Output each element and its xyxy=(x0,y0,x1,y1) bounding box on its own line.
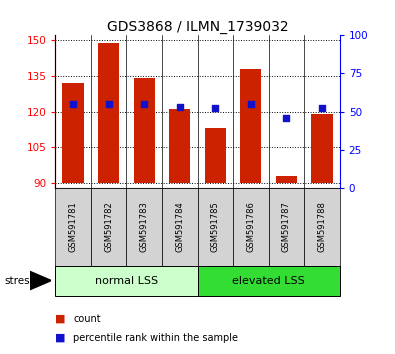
Text: GSM591781: GSM591781 xyxy=(69,201,77,252)
Bar xyxy=(169,109,190,183)
Text: percentile rank within the sample: percentile rank within the sample xyxy=(73,333,238,343)
Text: ■: ■ xyxy=(55,314,66,324)
Text: GSM591784: GSM591784 xyxy=(175,201,184,252)
Text: GSM591783: GSM591783 xyxy=(140,201,149,252)
Text: stress: stress xyxy=(4,275,35,286)
Point xyxy=(141,101,147,107)
Bar xyxy=(233,188,269,266)
Text: elevated LSS: elevated LSS xyxy=(232,275,305,286)
Text: GSM591787: GSM591787 xyxy=(282,201,291,252)
Text: GSM591782: GSM591782 xyxy=(104,201,113,252)
Point xyxy=(283,115,290,120)
Text: GSM591786: GSM591786 xyxy=(246,201,255,252)
Title: GDS3868 / ILMN_1739032: GDS3868 / ILMN_1739032 xyxy=(107,21,288,34)
Bar xyxy=(311,114,333,183)
Bar xyxy=(55,188,91,266)
Text: normal LSS: normal LSS xyxy=(95,275,158,286)
Bar xyxy=(240,69,261,183)
Bar xyxy=(198,266,340,296)
Point xyxy=(319,105,325,111)
Bar xyxy=(98,42,119,183)
Bar xyxy=(276,176,297,183)
Bar xyxy=(205,128,226,183)
Point xyxy=(105,101,112,107)
Polygon shape xyxy=(30,271,51,290)
Bar xyxy=(269,188,304,266)
Bar xyxy=(134,78,155,183)
Point xyxy=(70,101,76,107)
Bar xyxy=(162,188,198,266)
Bar xyxy=(62,83,84,183)
Point xyxy=(248,101,254,107)
Bar xyxy=(55,266,198,296)
Text: ■: ■ xyxy=(55,333,66,343)
Text: GSM591788: GSM591788 xyxy=(318,201,326,252)
Point xyxy=(212,105,218,111)
Bar xyxy=(304,188,340,266)
Point xyxy=(177,104,183,110)
Bar xyxy=(91,188,126,266)
Bar xyxy=(126,188,162,266)
Text: GSM591785: GSM591785 xyxy=(211,201,220,252)
Text: count: count xyxy=(73,314,101,324)
Bar xyxy=(198,188,233,266)
